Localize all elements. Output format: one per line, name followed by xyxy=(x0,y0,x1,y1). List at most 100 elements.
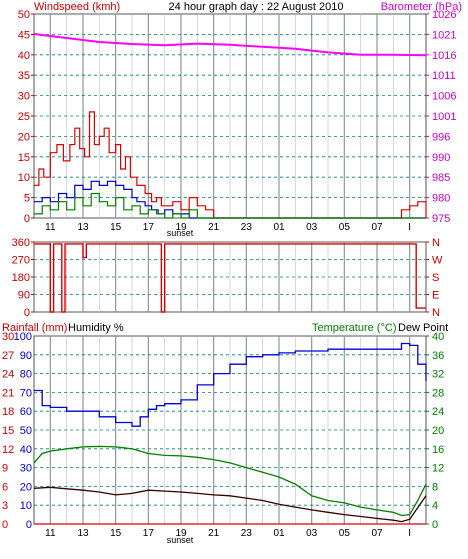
x-tick-label: 13 xyxy=(77,222,89,233)
temp-humidity-x-axis: 11 13 15 17 19 21 23 01 03 05 07 I xyxy=(45,528,411,539)
rain-tick-label: 15 xyxy=(2,425,14,437)
right-tick-label: N xyxy=(432,237,440,249)
left-tick-label: 20 xyxy=(18,131,30,143)
windspeed-axis-label: Windspeed (kmh) xyxy=(34,1,120,13)
x-tick-label: 13 xyxy=(77,528,89,539)
humidity-tick-label: 60 xyxy=(20,406,32,418)
humidity-tick-label: 40 xyxy=(20,444,32,456)
right-tick-label: 1016 xyxy=(432,50,456,62)
wind-direction-line xyxy=(34,243,426,313)
left-tick-label: 30 xyxy=(18,91,30,103)
right-tick-label: 32 xyxy=(432,369,444,381)
x-tick-label: 19 xyxy=(175,528,187,539)
right-tick-label: 1026 xyxy=(432,9,456,21)
humidity-tick-label: 30 xyxy=(20,463,32,475)
x-tick-label: 11 xyxy=(45,222,56,233)
chart-title: 24 hour graph day : 22 August 2010 xyxy=(169,1,344,13)
humidity-tick-label: 50 xyxy=(20,425,32,437)
rain-tick-label: 27 xyxy=(2,350,14,362)
wind-baro-grid xyxy=(34,14,426,218)
sunset-label: sunset xyxy=(167,228,194,238)
right-tick-label: 1021 xyxy=(432,29,456,41)
left-tick-label: 35 xyxy=(18,70,30,82)
humidity-line xyxy=(34,342,427,427)
right-tick-label: 985 xyxy=(432,172,450,184)
temperature-axis-label: Temperature (°C) xyxy=(312,322,396,334)
x-tick-label: 23 xyxy=(241,528,253,539)
x-tick-label: 01 xyxy=(273,222,285,233)
rain-tick-label: 18 xyxy=(2,406,14,418)
right-tick-label: 20 xyxy=(432,425,444,437)
right-tick-label: 36 xyxy=(432,350,444,362)
wind-green-line xyxy=(34,192,426,219)
left-tick-label: 50 xyxy=(18,9,30,21)
rainfall-axis-label: Rainfall (mm) xyxy=(2,322,67,334)
x-tick-label: I xyxy=(408,222,411,233)
x-tick-label: 15 xyxy=(110,222,122,233)
right-tick-label: 16 xyxy=(432,444,444,456)
x-tick-label: 11 xyxy=(45,528,56,539)
x-tick-label: 03 xyxy=(306,222,318,233)
right-tick-label: 990 xyxy=(432,152,450,164)
average-wind-line xyxy=(34,180,426,219)
right-tick-label: 12 xyxy=(432,463,444,475)
right-tick-label: 1006 xyxy=(432,91,456,103)
left-tick-label: 360 xyxy=(12,237,30,249)
humidity-tick-label: 90 xyxy=(20,350,32,362)
temp-humidity-series xyxy=(33,342,427,525)
temp-humidity-grid xyxy=(34,336,426,524)
left-tick-label: 270 xyxy=(12,255,30,267)
left-tick-label: 15 xyxy=(18,152,30,164)
humidity-tick-label: 10 xyxy=(20,500,32,512)
humidity-tick-label: 70 xyxy=(20,387,32,399)
right-tick-label: N xyxy=(432,307,440,319)
right-tick-label: 40 xyxy=(432,331,444,343)
right-tick-label: 4 xyxy=(432,500,438,512)
humidity-tick-label: 100 xyxy=(14,331,32,343)
right-tick-label: W xyxy=(432,255,443,267)
x-tick-label: 15 xyxy=(110,528,122,539)
right-tick-label: 8 xyxy=(432,481,438,493)
rain-tick-label: 12 xyxy=(2,444,14,456)
left-tick-label: 25 xyxy=(18,111,30,123)
left-tick-label: 45 xyxy=(18,29,30,41)
right-tick-label: E xyxy=(432,290,439,302)
wind-baro-x-axis: 11 13 15 17 19 21 23 01 03 05 07 I xyxy=(45,222,411,233)
right-tick-label: 996 xyxy=(432,131,450,143)
dew-point-axis-label: Dew Point xyxy=(398,322,448,334)
x-tick-label: 01 xyxy=(273,528,285,539)
x-tick-label: 07 xyxy=(371,222,383,233)
right-tick-label: S xyxy=(432,272,439,284)
x-tick-label: 23 xyxy=(241,222,253,233)
humidity-tick-label: 0 xyxy=(26,519,32,531)
humidity-axis-label: Humidity % xyxy=(68,322,124,334)
left-tick-label: 0 xyxy=(24,307,30,319)
left-tick-label: 0 xyxy=(24,213,30,225)
x-tick-label: I xyxy=(408,528,411,539)
x-tick-label: 21 xyxy=(208,222,220,233)
barometer-axis-label: Barometer (hPa) xyxy=(381,1,462,13)
x-tick-label: 17 xyxy=(143,528,155,539)
x-tick-label: 05 xyxy=(339,528,351,539)
barometer-axis: 1026 1021 1016 1011 1006 1001 996 990 985 980 975 xyxy=(426,9,456,225)
rain-tick-label: 9 xyxy=(2,463,8,475)
left-tick-label: 180 xyxy=(12,272,30,284)
x-tick-label: 17 xyxy=(143,222,155,233)
right-tick-label: 28 xyxy=(432,387,444,399)
rain-tick-label: 6 xyxy=(2,481,8,493)
rain-tick-label: 3 xyxy=(2,500,8,512)
direction-series xyxy=(34,243,426,313)
right-tick-label: 980 xyxy=(432,193,450,205)
humidity-tick-label: 80 xyxy=(20,369,32,381)
rain-tick-label: 0 xyxy=(2,519,8,531)
right-tick-label: 1011 xyxy=(432,70,456,82)
x-tick-label: 05 xyxy=(339,222,351,233)
rain-tick-label: 30 xyxy=(2,331,14,343)
x-tick-label: 07 xyxy=(371,528,383,539)
